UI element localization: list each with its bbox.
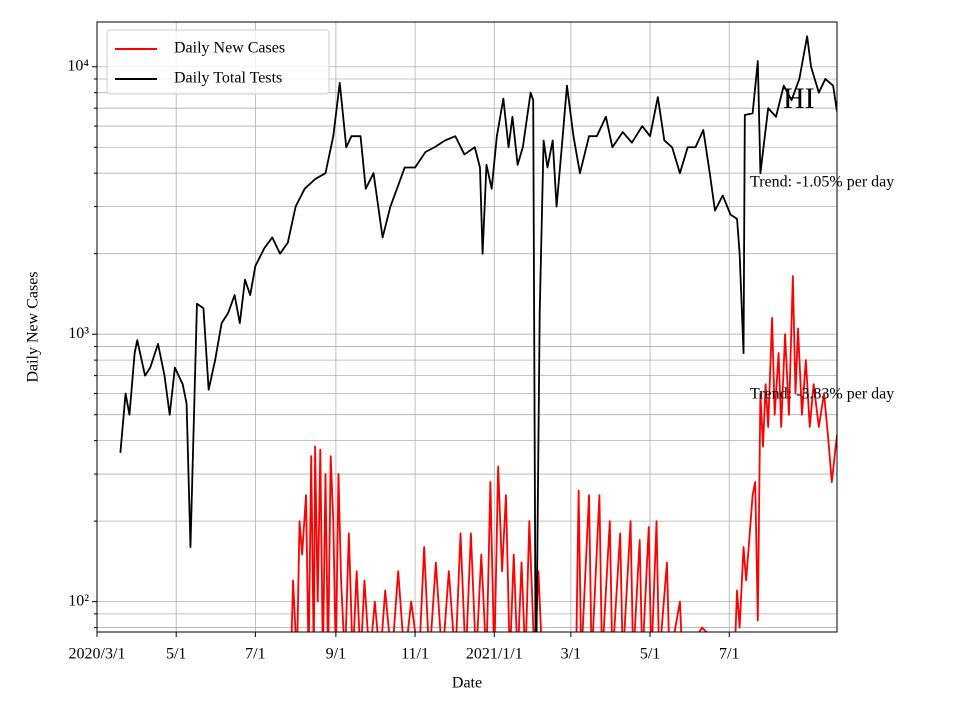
annotation: Trend: -3.83% per day	[750, 386, 894, 403]
series-line	[290, 275, 837, 632]
x-tick-label: 5/1	[640, 646, 660, 663]
legend-label: Daily Total Tests	[174, 70, 282, 87]
y-tick-label: 10³	[68, 325, 89, 342]
annotation: HI	[783, 82, 815, 115]
x-tick-label: 2021/1/1	[466, 646, 523, 663]
grid	[96, 22, 837, 632]
y-axis-label: Daily New Cases	[25, 271, 42, 382]
legend-label: Daily New Cases	[174, 40, 285, 57]
x-tick-label: 3/1	[561, 646, 581, 663]
x-tick-label: 7/1	[719, 646, 739, 663]
series-line	[119, 35, 837, 632]
x-tick-label: 9/1	[326, 646, 346, 663]
annotation: Trend: -1.05% per day	[750, 174, 894, 191]
legend-box	[106, 29, 330, 95]
x-tick-label: 11/1	[401, 646, 429, 663]
x-tick-label: 5/1	[166, 646, 186, 663]
y-tick-label: 10⁴	[67, 57, 89, 74]
legend: Daily New Cases Daily Total Tests	[106, 29, 330, 95]
x-tick-label: 7/1	[245, 646, 265, 663]
axes-frame	[96, 21, 838, 633]
plot-area	[119, 35, 837, 632]
y-tick-label: 10²	[68, 592, 89, 609]
x-tick-label: 2020/3/1	[69, 646, 126, 663]
x-axis-label: Date	[452, 675, 482, 692]
